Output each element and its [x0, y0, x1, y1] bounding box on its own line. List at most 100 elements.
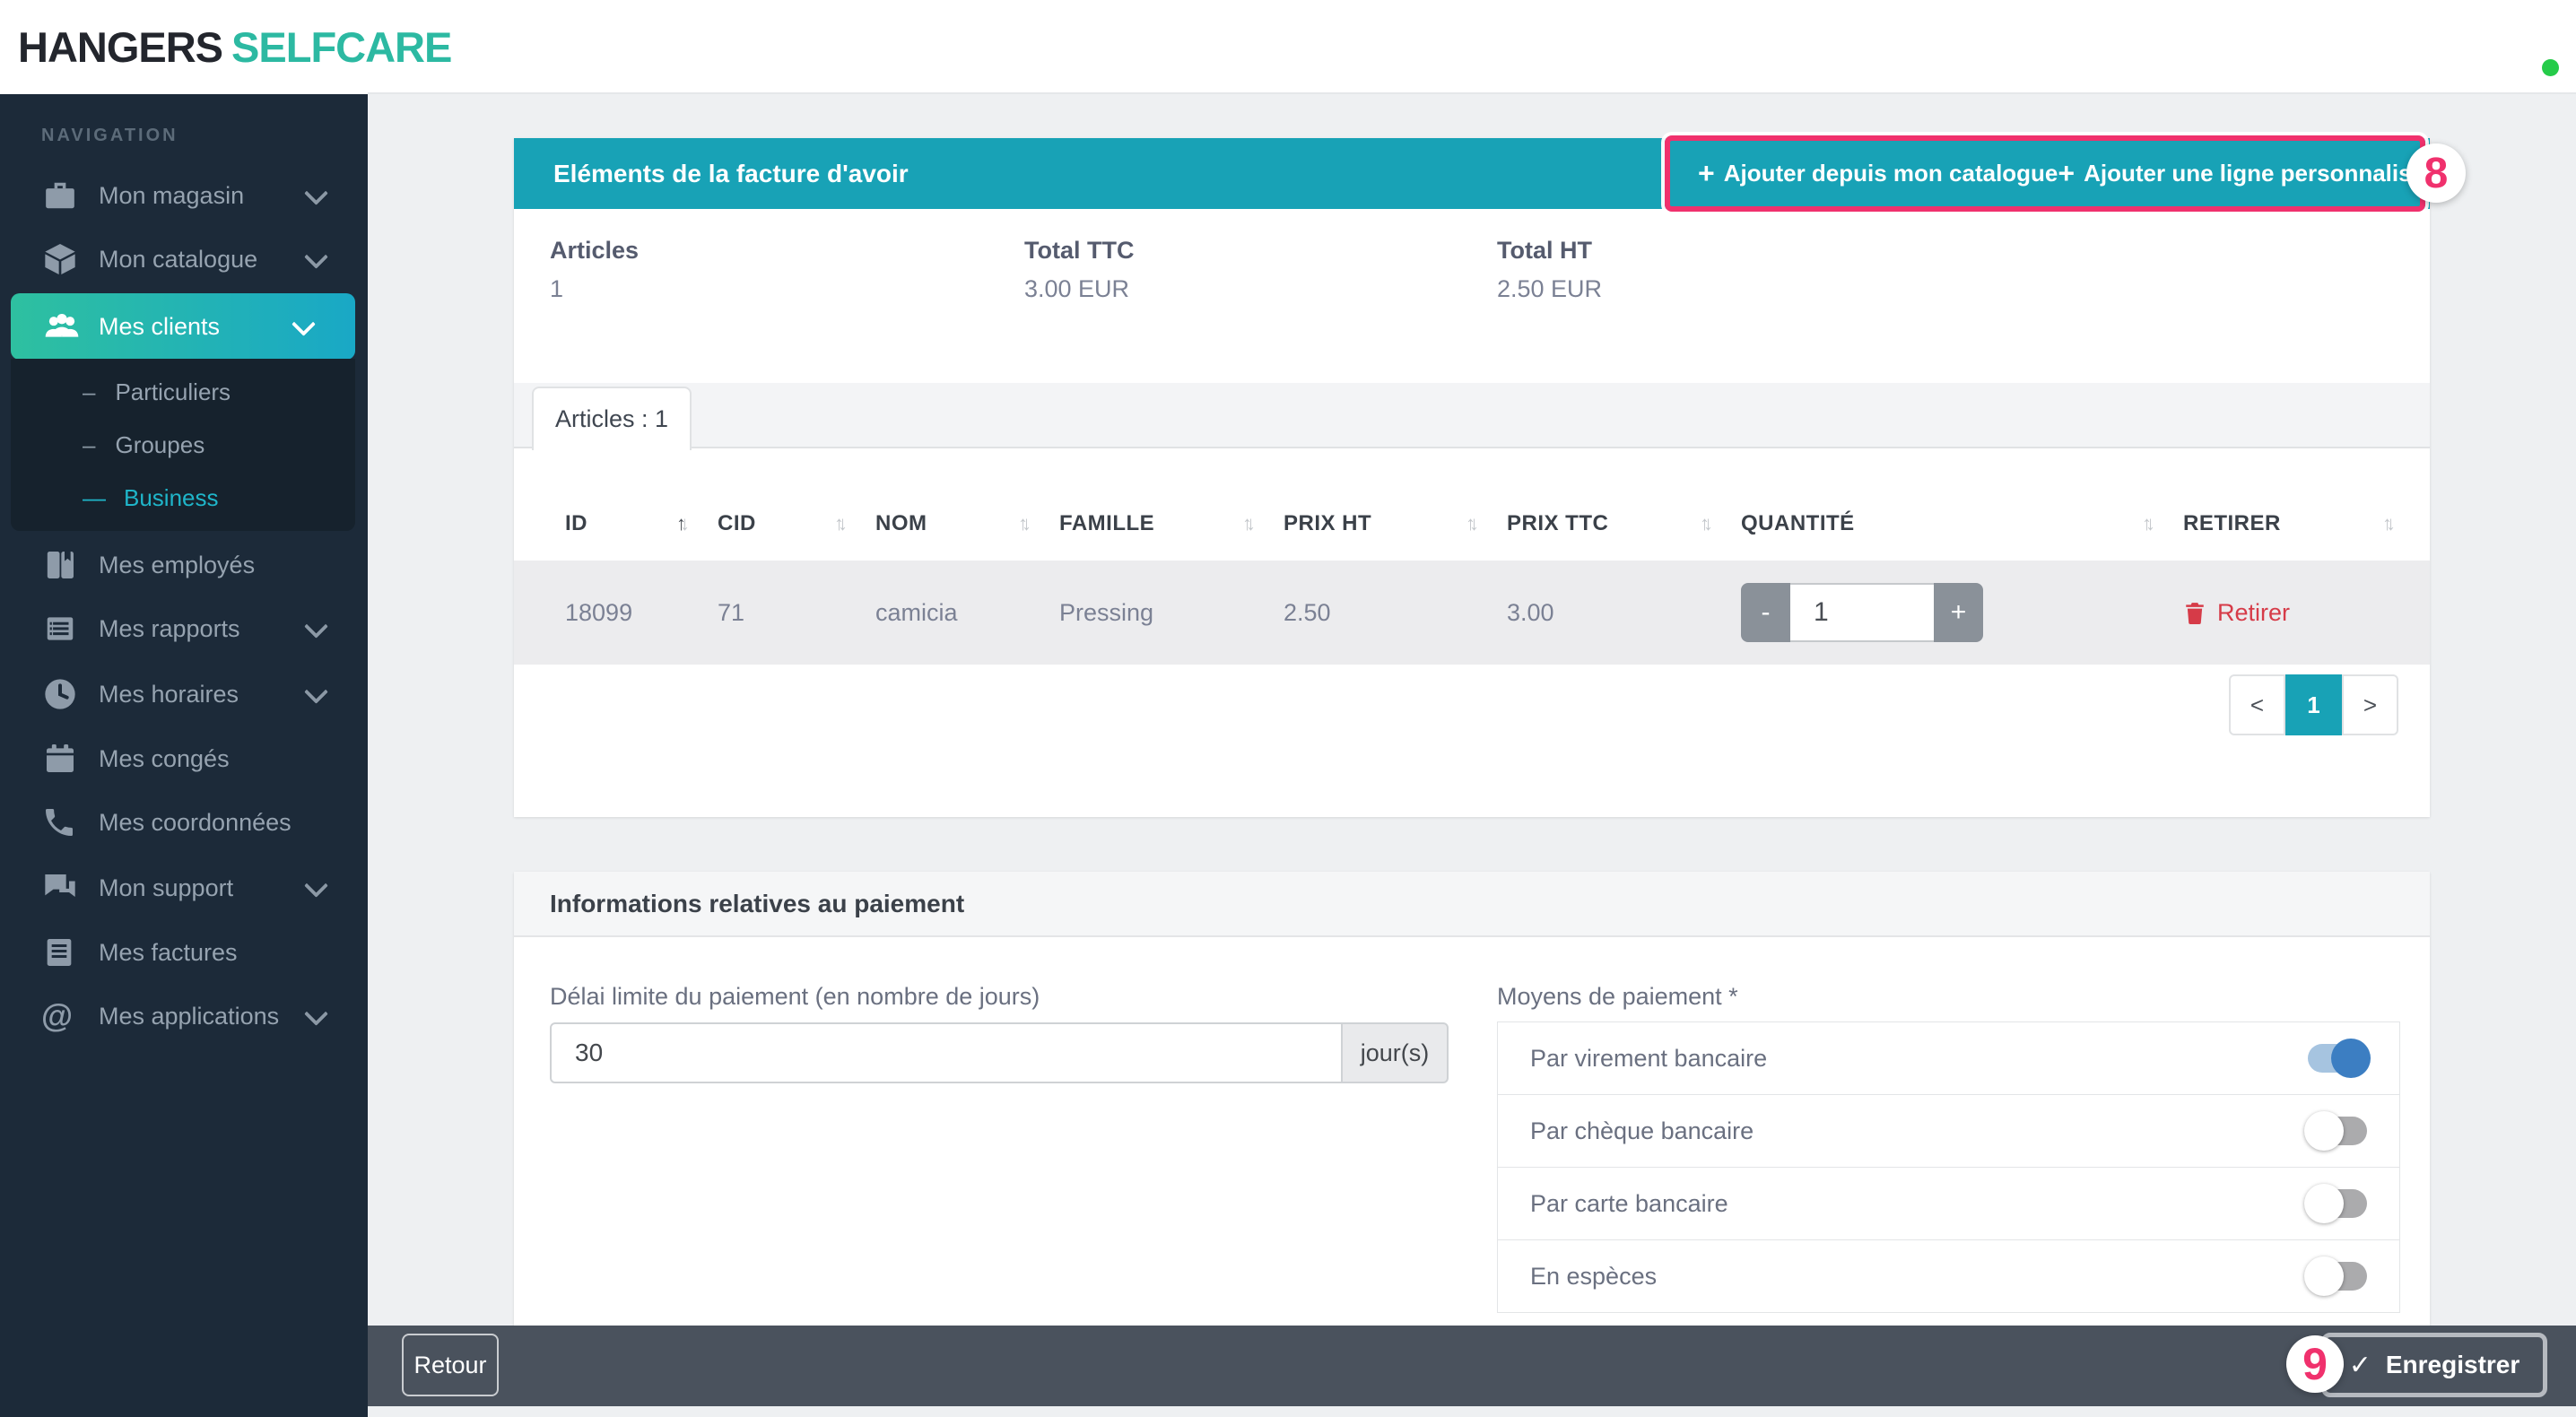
brand-primary: HANGERS: [18, 23, 223, 71]
toggle-virement-on[interactable]: [2308, 1039, 2371, 1078]
add-from-catalog-button[interactable]: + Ajouter depuis mon catalogue: [1698, 157, 2058, 190]
sidebar-item-mes-horaires[interactable]: Mes horaires: [0, 662, 368, 726]
brand-wordmark: HANGERS SELFCARE: [18, 22, 452, 72]
summary-articles: Articles 1: [550, 237, 639, 303]
payment-method-row-virement: Par virement bancaire: [1497, 1021, 2400, 1095]
payment-method-row-cheque: Par chèque bancaire: [1497, 1094, 2400, 1168]
sidebar-subitem-business-active[interactable]: — Business: [11, 471, 355, 525]
check-icon: ✓: [2348, 1350, 2371, 1380]
column-header-prix-ht[interactable]: PRIX HT ↑ ↓: [1284, 511, 1507, 536]
briefcase-icon: [41, 178, 83, 213]
sort-icon: ↑ ↓: [834, 512, 848, 535]
column-header-quantite[interactable]: QUANTITÉ ↑ ↓: [1741, 511, 2183, 536]
column-label: RETIRER: [2183, 511, 2281, 535]
column-label: PRIX TTC: [1507, 511, 1609, 535]
sidebar-item-mon-catalogue[interactable]: Mon catalogue: [0, 227, 368, 291]
back-button[interactable]: Retour: [402, 1334, 499, 1396]
column-header-id[interactable]: ID ↑ ↓: [565, 511, 718, 536]
cell-famille: Pressing: [1059, 598, 1154, 626]
invoice-elements-card: Eléments de la facture d'avoir + Ajouter…: [514, 135, 2466, 817]
sidebar-item-mes-coordonnees[interactable]: Mes coordonnées: [0, 790, 368, 855]
toggle-knob: [2304, 1184, 2344, 1223]
book-icon: [41, 547, 83, 583]
payment-method-label: Par virement bancaire: [1530, 1044, 1768, 1072]
dash-bullet: —: [83, 483, 106, 511]
summary-label: Total TTC: [1024, 237, 1135, 264]
save-button[interactable]: ✓ Enregistrer: [2321, 1333, 2547, 1397]
delay-input[interactable]: [550, 1022, 1343, 1083]
payment-method-label: Par chèque bancaire: [1530, 1117, 1754, 1144]
sidebar-item-label: Mes factures: [99, 938, 238, 966]
sidebar-item-mes-conges[interactable]: Mes congés: [0, 726, 368, 791]
cell-prix-ht: 2.50: [1284, 598, 1331, 626]
users-icon: [41, 309, 83, 344]
tab-strip: [514, 383, 2430, 448]
sort-icon: ↑ ↓: [1700, 512, 1713, 535]
sidebar-item-mon-magasin[interactable]: Mon magasin: [0, 163, 368, 228]
pagination-next-button[interactable]: >: [2342, 674, 2398, 735]
column-label: CID: [718, 511, 756, 535]
payment-methods-list: Par virement bancaire Par chèque bancair…: [1497, 1021, 2400, 1313]
summary-label: Total HT: [1497, 237, 1592, 264]
cell-prix-ttc: 3.00: [1507, 598, 1554, 626]
sidebar-subitem-particuliers[interactable]: – Particuliers: [11, 365, 355, 419]
payment-info-card: Informations relatives au paiement Délai…: [514, 872, 2430, 1338]
sidebar-item-label: Mes applications: [99, 1002, 280, 1030]
sidebar-item-mes-clients-active[interactable]: Mes clients: [11, 293, 355, 360]
toggle-especes-off[interactable]: [2304, 1256, 2367, 1296]
sidebar-item-label: Mon magasin: [99, 181, 245, 209]
cell-id: 18099: [565, 598, 633, 626]
delay-input-group: jour(s): [550, 1022, 1449, 1083]
tab-articles[interactable]: Articles : 1: [532, 387, 692, 450]
sidebar-item-mes-factures[interactable]: Mes factures: [0, 920, 368, 985]
sidebar-item-mon-support[interactable]: Mon support: [0, 856, 368, 920]
chevron-down-icon: [304, 874, 328, 898]
quantity-stepper: - +: [1741, 583, 1983, 642]
chevron-down-icon: [304, 181, 328, 205]
column-header-retirer[interactable]: RETIRER ↑ ↓: [2183, 511, 2406, 536]
add-from-catalog-label: Ajouter depuis mon catalogue: [1723, 160, 2058, 187]
remove-item-label: Retirer: [2217, 598, 2291, 626]
app-logo[interactable]: HANGERS SELFCARE: [0, 0, 452, 94]
payment-card-title: Informations relatives au paiement: [514, 872, 2430, 937]
summary-total-ht: Total HT 2.50 EUR: [1497, 237, 1602, 303]
column-header-cid[interactable]: CID ↑ ↓: [718, 511, 875, 536]
chevron-down-icon: [292, 312, 316, 336]
sidebar-item-mes-employes[interactable]: Mes employés: [0, 533, 368, 597]
sidebar-subitem-label: Business: [124, 483, 219, 511]
toggle-carte-off[interactable]: [2304, 1184, 2367, 1223]
add-custom-line-button[interactable]: + Ajouter une ligne personnalisable: [2058, 157, 2458, 190]
column-label: FAMILLE: [1059, 511, 1155, 535]
cell-retirer: Retirer: [2183, 599, 2406, 627]
column-header-prix-ttc[interactable]: PRIX TTC ↑ ↓: [1507, 511, 1741, 536]
chevron-down-icon: [304, 614, 328, 639]
add-custom-line-label: Ajouter une ligne personnalisable: [2084, 160, 2459, 187]
pagination-page-1-button[interactable]: 1: [2285, 674, 2342, 735]
sidebar-item-label: Mes rapports: [99, 614, 240, 642]
toggle-cheque-off[interactable]: [2304, 1111, 2367, 1151]
sidebar-item-label: Mes horaires: [99, 680, 239, 708]
cube-icon: [41, 241, 83, 277]
delay-unit-addon: jour(s): [1343, 1022, 1449, 1083]
column-header-nom[interactable]: NOM ↑ ↓: [875, 511, 1059, 536]
summary-value: 2.50 EUR: [1497, 275, 1603, 302]
dash-bullet: –: [83, 430, 96, 458]
remove-item-button[interactable]: Retirer: [2183, 599, 2397, 627]
quantity-increment-button[interactable]: +: [1934, 583, 1983, 642]
trash-icon: [2183, 599, 2206, 626]
list-icon: [41, 611, 83, 647]
column-header-famille[interactable]: FAMILLE ↑ ↓: [1059, 511, 1284, 536]
payment-method-row-especes: En espèces: [1497, 1239, 2400, 1313]
table-header-row: ID ↑ ↓ CID ↑ ↓ NOM ↑ ↓ FAMILLE ↑ ↓ PRIX HT ↑…: [565, 497, 2406, 551]
sidebar-item-mes-applications[interactable]: @ Mes applications: [0, 984, 368, 1048]
chat-bubbles-icon: [41, 870, 83, 906]
quantity-decrement-button[interactable]: -: [1741, 583, 1790, 642]
pagination-prev-button[interactable]: <: [2229, 674, 2285, 735]
cell-quantite: - +: [1741, 583, 2183, 642]
sidebar-subitem-groupes[interactable]: – Groupes: [11, 418, 355, 472]
quantity-input[interactable]: [1790, 583, 1934, 642]
summary-value: 1: [550, 275, 564, 302]
sidebar-item-mes-rapports[interactable]: Mes rapports: [0, 596, 368, 661]
chevron-down-icon: [304, 245, 328, 269]
